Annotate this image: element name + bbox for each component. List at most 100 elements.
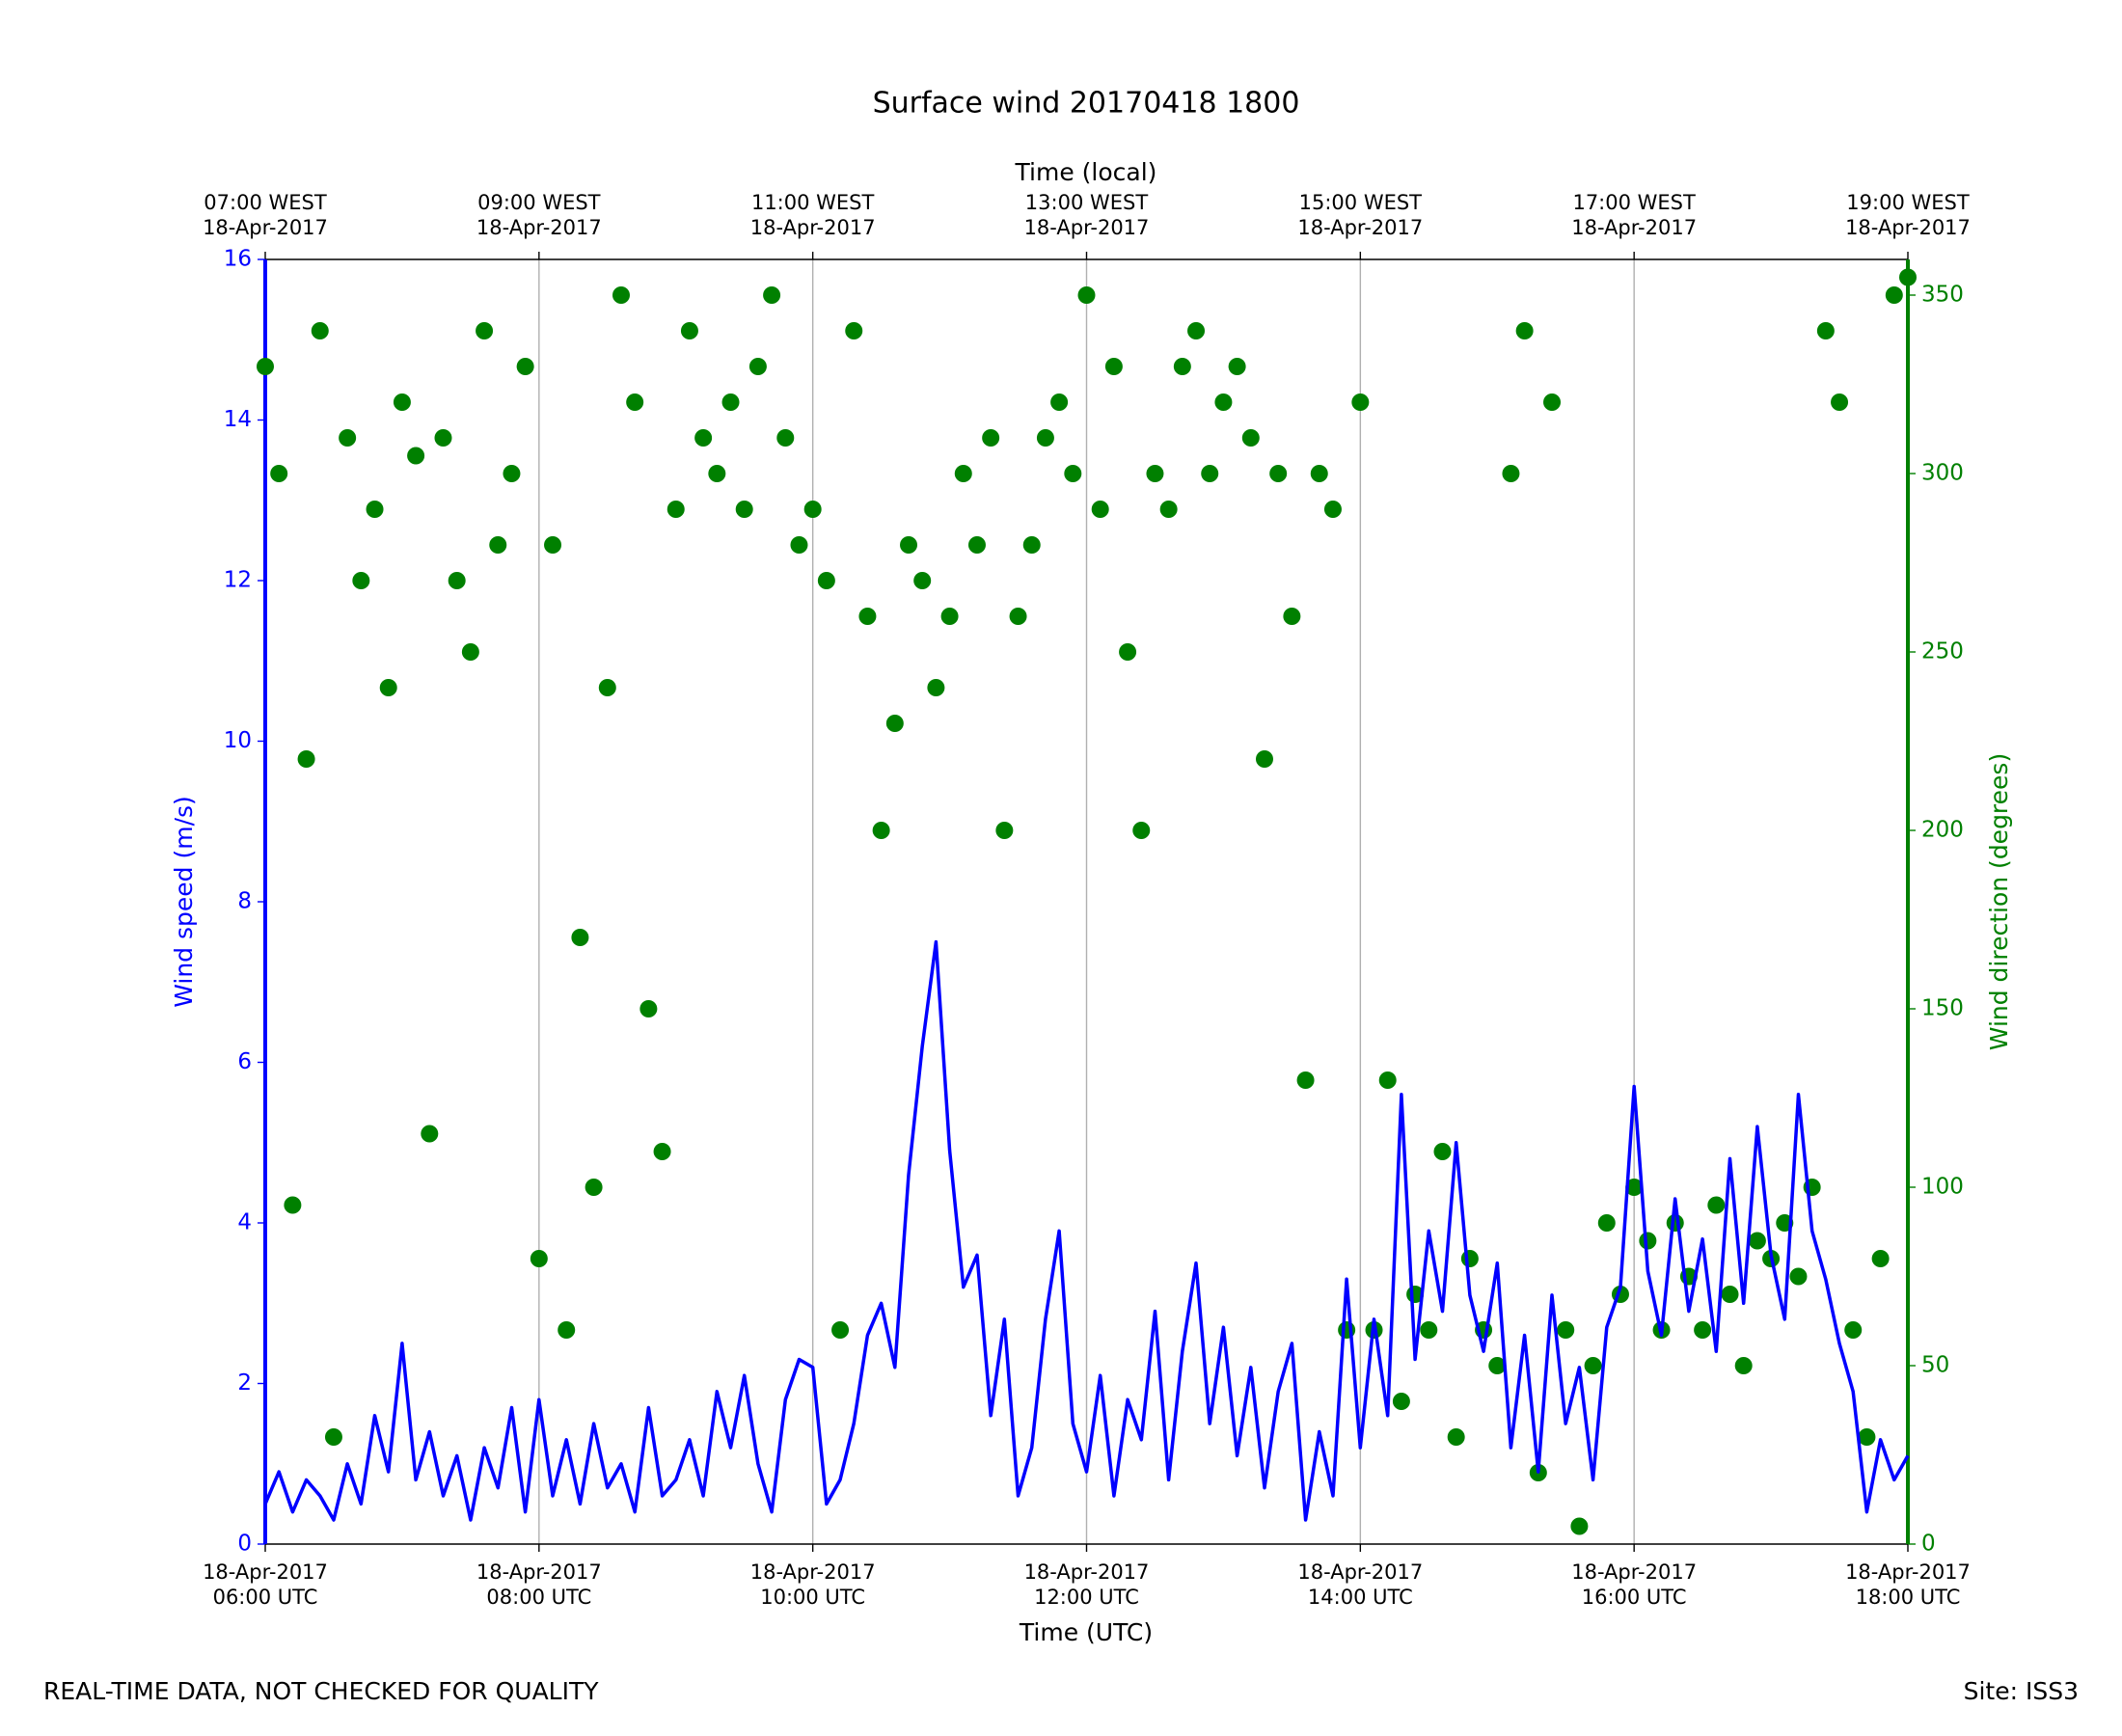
x-tick-label: 18-Apr-2017 10:00 UTC <box>749 1560 876 1609</box>
direction-point <box>1488 1357 1507 1374</box>
direction-point <box>461 643 479 661</box>
top-x-tick-label: 11:00 WEST 18-Apr-2017 <box>749 191 876 239</box>
direction-point <box>311 322 329 339</box>
direction-point <box>612 286 630 304</box>
direction-point <box>257 358 274 375</box>
direction-point <box>708 465 726 482</box>
direction-point <box>1173 358 1191 375</box>
direction-point <box>1228 358 1246 375</box>
direction-point <box>858 608 877 625</box>
y-tick-label: 16 <box>224 247 252 272</box>
direction-point <box>1159 501 1178 518</box>
direction-point <box>1666 1214 1684 1232</box>
direction-point <box>885 715 904 732</box>
footer-left: REAL-TIME DATA, NOT CHECKED FOR QUALITY <box>43 1677 599 1705</box>
direction-point <box>694 429 713 447</box>
direction-point <box>1639 1232 1657 1250</box>
direction-point <box>1557 1321 1575 1339</box>
direction-point <box>1584 1357 1602 1374</box>
direction-point <box>900 536 918 554</box>
direction-point <box>1146 465 1164 482</box>
y2-tick-label: 350 <box>1921 283 1964 308</box>
direction-point <box>434 429 452 447</box>
y-tick-label: 10 <box>224 728 252 753</box>
y-axis-title: Wind speed (m/s) <box>170 796 198 1008</box>
direction-point <box>421 1125 439 1143</box>
y2-tick-label: 50 <box>1921 1353 1949 1378</box>
direction-point <box>489 536 507 554</box>
direction-point <box>558 1321 576 1339</box>
direction-point <box>626 393 644 411</box>
x-tick-label: 18-Apr-2017 18:00 UTC <box>1845 1560 1971 1609</box>
y-tick-label: 12 <box>224 568 252 593</box>
direction-point <box>1091 501 1109 518</box>
direction-point <box>1050 393 1069 411</box>
direction-point <box>1009 608 1027 625</box>
direction-point <box>476 322 494 339</box>
direction-point <box>967 536 986 554</box>
y2-tick-label: 200 <box>1921 818 1964 843</box>
y2-tick-label: 300 <box>1921 461 1964 486</box>
top-x-tick-label: 07:00 WEST 18-Apr-2017 <box>203 191 328 239</box>
direction-point <box>913 572 932 589</box>
direction-point <box>516 358 534 375</box>
direction-point <box>680 322 698 339</box>
direction-point <box>1201 465 1219 482</box>
direction-point <box>1104 358 1123 375</box>
direction-point <box>1433 1143 1452 1160</box>
direction-point <box>872 822 890 839</box>
direction-point <box>1351 393 1370 411</box>
y2-tick-label: 100 <box>1921 1175 1964 1200</box>
direction-point <box>954 465 972 482</box>
direction-point <box>1625 1179 1644 1196</box>
direction-point <box>1241 429 1260 447</box>
direction-point <box>1885 286 1903 304</box>
direction-point <box>1119 643 1137 661</box>
direction-point <box>845 322 863 339</box>
direction-point <box>1378 1071 1397 1089</box>
direction-point <box>735 501 753 518</box>
y-tick-label: 6 <box>237 1049 252 1074</box>
direction-point <box>393 393 411 411</box>
direction-point <box>1283 608 1301 625</box>
top-x-tick-label: 13:00 WEST 18-Apr-2017 <box>1023 191 1150 239</box>
direction-point <box>831 1321 850 1339</box>
direction-point <box>667 501 685 518</box>
direction-point <box>1269 465 1288 482</box>
direction-point <box>776 429 795 447</box>
direction-point <box>1392 1393 1410 1410</box>
direction-point <box>379 679 397 696</box>
direction-point <box>1871 1250 1890 1267</box>
y-tick-label: 14 <box>224 407 252 432</box>
y-tick-label: 8 <box>237 889 252 914</box>
direction-point <box>1460 1250 1479 1267</box>
direction-point <box>1570 1517 1589 1535</box>
direction-point <box>1420 1321 1438 1339</box>
chart-title: Surface wind 20170418 1800 <box>873 87 1300 121</box>
direction-point <box>817 572 835 589</box>
direction-point <box>1831 393 1849 411</box>
direction-point <box>530 1250 548 1267</box>
direction-point <box>1187 322 1206 339</box>
footer-right: Site: ISS3 <box>1964 1677 2079 1705</box>
top-x-tick-label: 15:00 WEST 18-Apr-2017 <box>1297 191 1424 239</box>
direction-point <box>366 501 384 518</box>
direction-point <box>1323 501 1342 518</box>
x-tick-label: 18-Apr-2017 14:00 UTC <box>1297 1560 1424 1609</box>
direction-point <box>927 679 945 696</box>
direction-point <box>1858 1428 1876 1446</box>
direction-point <box>352 572 370 589</box>
speed-line <box>263 939 1910 1522</box>
top-axis-title: Time (local) <box>1015 158 1157 186</box>
top-x-tick-label: 09:00 WEST 18-Apr-2017 <box>476 191 602 239</box>
direction-point <box>571 929 589 946</box>
direction-point <box>940 608 959 625</box>
direction-point <box>1748 1232 1766 1250</box>
y2-tick-label: 250 <box>1921 639 1964 665</box>
direction-point <box>790 536 808 554</box>
top-x-tick-label: 19:00 WEST 18-Apr-2017 <box>1845 191 1971 239</box>
direction-point <box>585 1179 603 1196</box>
direction-point <box>598 679 616 696</box>
